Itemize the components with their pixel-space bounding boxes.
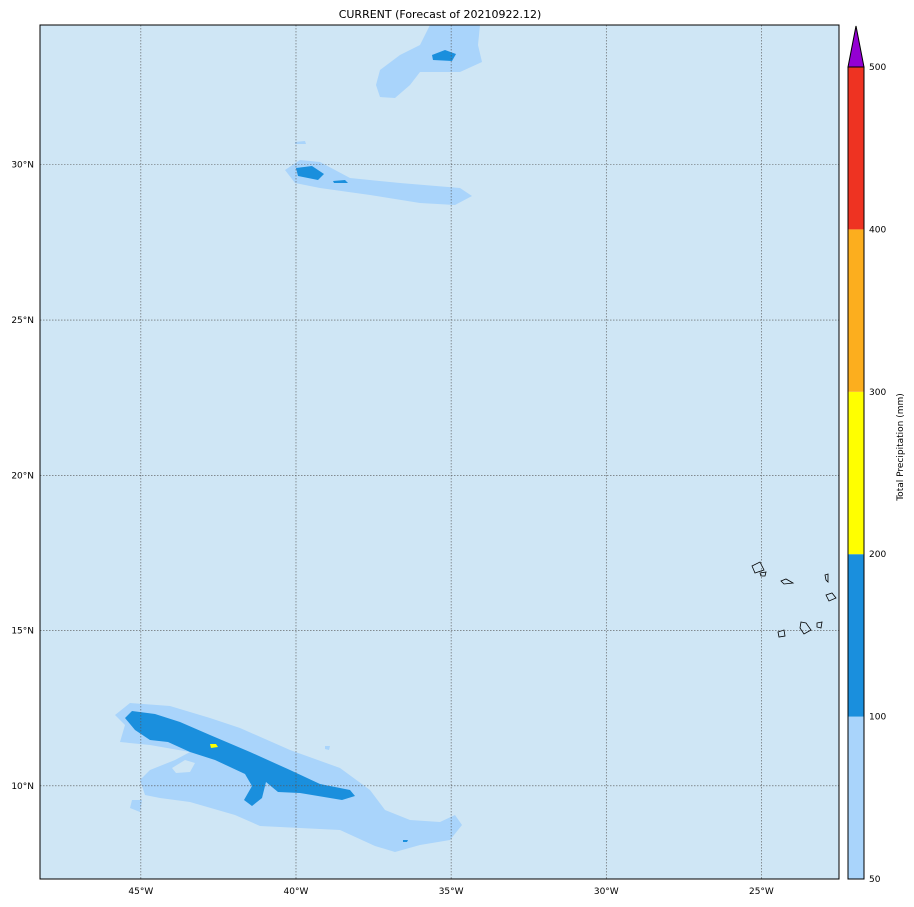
colorbar-tick-label: 50 (869, 875, 881, 885)
lon-tick-label: 30°W (594, 887, 619, 897)
colorbar-frame (847, 66, 865, 880)
colorbar-segment (848, 229, 864, 392)
colorbar-segment (848, 554, 864, 717)
map-background (40, 25, 839, 879)
map-frame (39, 24, 840, 880)
lat-tick-label: 30°N (11, 161, 34, 171)
colorbar-tick-label: 100 (869, 713, 886, 723)
colorbar-segment (848, 391, 864, 555)
map-title: CURRENT (Forecast of 20210922.12) (338, 8, 542, 21)
lon-tick-label: 25°W (749, 887, 774, 897)
colorbar-tick-label: 300 (869, 388, 886, 398)
cape-verde-islands (751, 561, 837, 638)
lon-tick-label: 35°W (439, 887, 464, 897)
axis-ticks: 45°W 40°W 35°W 30°W 25°W 30°N 25°N 20°N 15°N 10°N (11, 161, 774, 897)
colorbar-tick-label: 200 (869, 550, 886, 560)
colorbar-tick-label: 400 (869, 225, 886, 235)
lat-tick-label: 10°N (11, 782, 34, 792)
lon-tick-label: 40°W (284, 887, 309, 897)
precip-100-200 (125, 50, 456, 842)
lat-tick-label: 15°N (11, 627, 34, 637)
colorbar-segment (848, 67, 864, 230)
lat-tick-label: 20°N (11, 471, 34, 481)
colorbar-extend-arrow (847, 25, 865, 68)
colorbar-label: Total Precipitation (mm) (896, 393, 906, 501)
precip-200-300 (210, 744, 218, 748)
lon-tick-label: 45°W (128, 887, 153, 897)
lat-tick-label: 25°N (11, 316, 34, 326)
colorbar-segment (848, 716, 864, 879)
colorbar-tick-label: 500 (869, 63, 886, 73)
precip-gap (172, 760, 195, 773)
colorbar[interactable]: 50 100 200 300 400 500 (847, 25, 886, 885)
gridlines (40, 25, 839, 879)
